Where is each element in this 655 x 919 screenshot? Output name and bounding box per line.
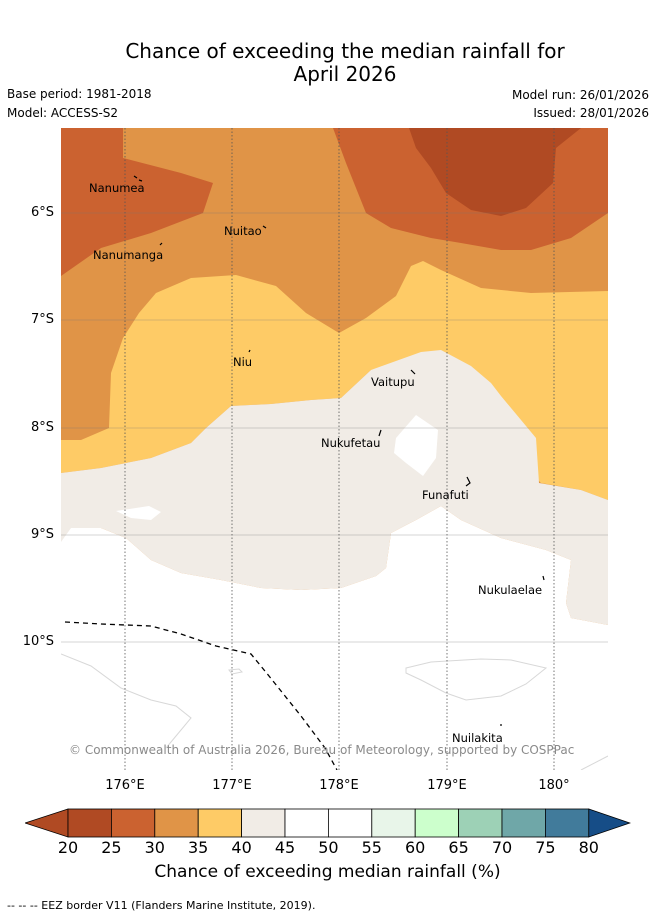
- lat-label-9s: 9°S: [30, 527, 54, 542]
- contour-southeast: [405, 658, 548, 701]
- place-nuitao: Nuitao: [224, 224, 262, 238]
- colorbar-title: Chance of exceeding median rainfall (%): [154, 862, 501, 882]
- place-nanumea: Nanumea: [89, 181, 145, 195]
- region-40-45: [61, 350, 608, 642]
- eez-footnote: -- -- -- EEZ border V11 (Flanders Marine…: [7, 899, 316, 912]
- white-patch-west: [116, 506, 161, 520]
- place-nuilakita: Nuilakita: [452, 731, 503, 745]
- colorbar-segment: [501, 808, 546, 838]
- colorbar-tick-label: 80: [578, 838, 599, 857]
- lat-label-6s: 6°S: [30, 205, 54, 220]
- colorbar-segment: [284, 808, 329, 838]
- island-nukulaelae: [542, 575, 545, 581]
- title-line-2: April 2026: [293, 62, 397, 86]
- rainfall-map: Nanumea Nuitao Nanumanga Niu Vaitupu Nuk…: [61, 128, 608, 770]
- colorbar-tick-label: 35: [188, 838, 209, 857]
- place-nanumanga: Nanumanga: [93, 248, 163, 262]
- place-vaitupu: Vaitupu: [371, 375, 415, 389]
- model-name: Model: ACCESS-S2: [7, 106, 119, 120]
- lon-label-179e: 179°E: [427, 778, 467, 793]
- colorbar-segment: [371, 808, 416, 838]
- place-funafuti: Funafuti: [422, 488, 469, 502]
- lat-label-7s: 7°S: [30, 312, 54, 327]
- place-nukulaelae: Nukulaelae: [478, 583, 542, 597]
- colorbar-segment: [197, 808, 242, 838]
- region-25-30-west: [61, 128, 213, 276]
- lat-label-8s: 8°S: [30, 420, 54, 435]
- latitude-gridlines: [61, 212, 608, 643]
- island-niu: [248, 349, 251, 353]
- colorbar-segment: [545, 808, 590, 838]
- colorbar: [25, 808, 631, 838]
- colorbar-tick-label: 30: [144, 838, 165, 857]
- white-patch-funafuti: [394, 415, 438, 476]
- lon-label-176e: 176°E: [105, 778, 145, 793]
- colorbar-segment: [154, 808, 199, 838]
- colorbar-tick-label: 65: [448, 838, 469, 857]
- colorbar-segment: [458, 808, 503, 838]
- island-nuitao: [262, 225, 267, 229]
- colorbar-tick-label: 60: [405, 838, 426, 857]
- region-35-40: [61, 261, 608, 675]
- colorbar-arrow-low: [25, 808, 69, 838]
- issued-date: Issued: 28/01/2026: [533, 106, 649, 120]
- island-vaitupu: [410, 369, 416, 375]
- lon-label-178e: 178°E: [319, 778, 359, 793]
- map-title: Chance of exceeding the median rainfall …: [0, 40, 655, 86]
- model-run: Model run: 26/01/2026: [511, 88, 649, 102]
- contour-southwest: [61, 653, 192, 749]
- colorbar-tick-label: 40: [231, 838, 252, 857]
- colorbar-tick-label: 50: [318, 838, 339, 857]
- region-20-25: [409, 128, 581, 216]
- colorbar-segment: [241, 808, 286, 838]
- colorbar-tick-label: 45: [274, 838, 296, 857]
- colorbar-arrow-high: [588, 808, 631, 838]
- base-period: Base period: 1981-2018: [7, 87, 152, 101]
- colorbar-tick-label: 20: [57, 838, 79, 857]
- place-niu: Niu: [233, 355, 252, 369]
- island-nanumanga: [159, 242, 163, 246]
- colorbar-tick-label: 70: [491, 838, 513, 857]
- contour-small-island: [228, 668, 244, 675]
- contour-corner: [580, 755, 608, 770]
- colorbar-segment: [67, 808, 112, 838]
- colorbar-tick-label: 55: [361, 838, 382, 857]
- place-nukufetau: Nukufetau: [321, 436, 380, 450]
- copyright-notice: © Commonwealth of Australia 2026, Bureau…: [69, 743, 574, 757]
- lon-label-177e: 177°E: [212, 778, 252, 793]
- island-nanumea: [133, 175, 143, 182]
- colorbar-segment: [327, 808, 373, 838]
- lat-label-10s: 10°S: [22, 634, 54, 649]
- lon-label-180: 180°: [538, 778, 570, 793]
- region-45-55-south: [61, 506, 608, 770]
- colorbar-segment: [414, 808, 460, 838]
- island-nukufetau: [378, 429, 382, 437]
- island-marks: [133, 175, 545, 726]
- colorbar-tick-label: 75: [535, 838, 556, 857]
- title-line-1: Chance of exceeding the median rainfall …: [125, 39, 565, 63]
- island-funafuti: [465, 476, 471, 487]
- colorbar-segment: [111, 808, 156, 838]
- colorbar-tick-label: 25: [101, 838, 122, 857]
- eez-border: [64, 621, 338, 770]
